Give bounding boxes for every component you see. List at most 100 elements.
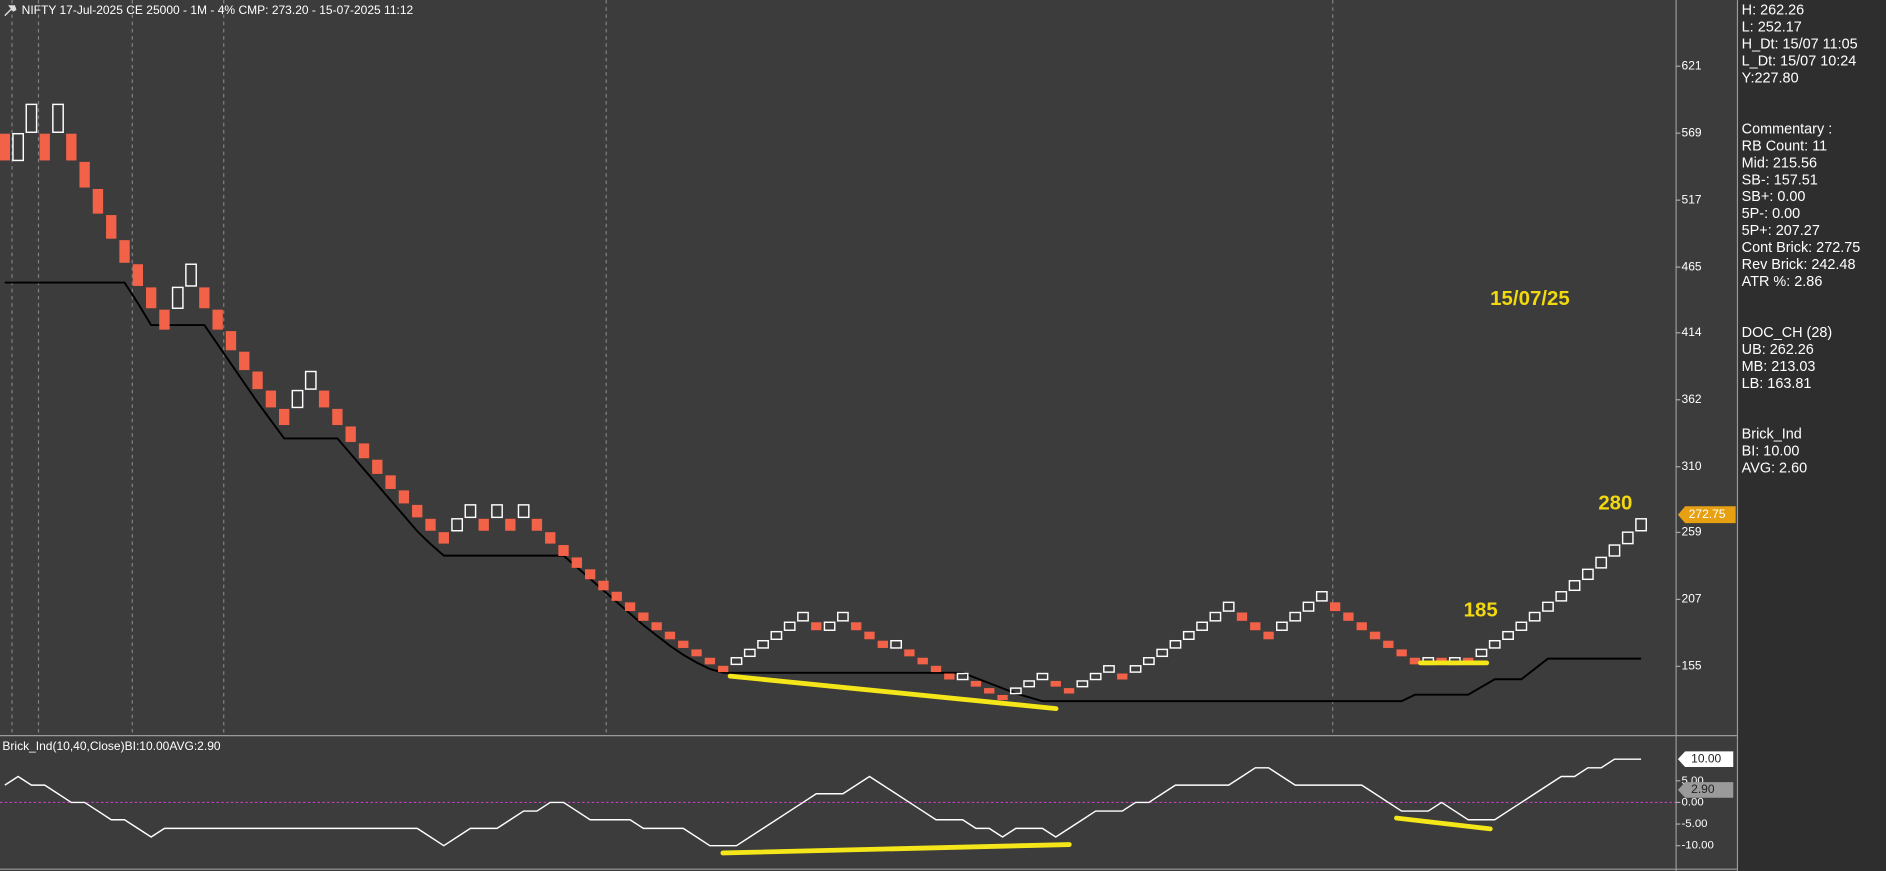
up-brick (1156, 648, 1169, 658)
down-brick (106, 215, 117, 239)
down-brick (332, 408, 343, 426)
down-brick (358, 443, 370, 459)
up-brick (1103, 665, 1115, 673)
down-brick (571, 557, 583, 568)
down-brick (1050, 680, 1061, 687)
up-brick (1475, 648, 1488, 658)
info-line: LB: 163.81 (1742, 376, 1812, 392)
plot-layer: 155 207 259 310 362 414 465 517 569 621 272.75 15/0… (0, 58, 1736, 852)
down-brick (930, 665, 942, 673)
up-brick (956, 672, 969, 681)
info-panel-bg (1736, 0, 1886, 871)
down-brick (531, 518, 543, 531)
up-brick (1581, 568, 1594, 581)
info-line: Mid: 215.56 (1742, 155, 1817, 171)
down-brick (425, 518, 436, 531)
up-brick (1635, 518, 1647, 532)
up-brick (1009, 687, 1022, 695)
info-line: AVG: 2.60 (1742, 461, 1807, 477)
up-brick (1502, 630, 1514, 640)
down-brick (1236, 612, 1248, 621)
settings-icon[interactable] (4, 5, 17, 17)
down-brick (478, 518, 489, 531)
down-brick (811, 622, 822, 631)
down-brick (651, 622, 662, 631)
down-brick (0, 133, 10, 161)
up-brick (743, 648, 756, 658)
down-brick (79, 161, 90, 188)
down-brick (438, 532, 449, 544)
up-brick (837, 611, 849, 622)
up-brick (1076, 680, 1089, 688)
up-brick (52, 103, 64, 133)
y-tick-label: 362 (1682, 392, 1702, 406)
up-brick (783, 621, 796, 631)
down-brick (1409, 657, 1421, 665)
info-line: L_Dt: 15/07 10:24 (1742, 54, 1857, 70)
down-brick (412, 504, 423, 518)
down-brick (611, 591, 622, 601)
up-brick (1222, 601, 1235, 612)
down-brick (664, 631, 676, 640)
down-brick (1369, 631, 1381, 640)
up-brick (1289, 611, 1302, 622)
down-brick (970, 680, 982, 687)
down-brick (944, 673, 955, 680)
up-brick (1515, 621, 1528, 631)
up-brick (823, 621, 836, 631)
down-brick (984, 688, 995, 694)
down-brick (372, 459, 383, 474)
indicator-line (4, 758, 1642, 847)
down-brick (239, 351, 250, 371)
down-brick (318, 390, 330, 408)
info-line: DOC_CH (28) (1742, 325, 1833, 341)
up-brick (1169, 639, 1182, 649)
down-brick (917, 657, 928, 665)
down-brick (279, 408, 290, 426)
down-brick (92, 189, 104, 214)
info-line: Cont Brick: 272.75 (1742, 240, 1861, 256)
down-brick (39, 133, 50, 161)
down-brick (1263, 631, 1274, 640)
down-brick (1383, 640, 1394, 648)
up-brick (304, 370, 317, 390)
y-tick-label: -10.00 (1682, 840, 1714, 852)
value-tag-label: 10.00 (1691, 751, 1721, 765)
down-brick (704, 657, 716, 665)
last-price-tag (1677, 506, 1736, 524)
down-brick (1063, 688, 1075, 694)
down-brick (159, 309, 170, 330)
trendlines (720, 660, 1493, 856)
up-brick (1182, 630, 1195, 640)
up-brick (890, 639, 903, 649)
down-brick (624, 602, 636, 612)
info-line: Commentary : (1742, 121, 1833, 137)
down-brick (864, 631, 875, 640)
up-brick (1315, 591, 1328, 602)
down-brick (385, 475, 396, 489)
y-tick-label: -5.00 (1682, 818, 1708, 830)
up-brick (1129, 665, 1142, 673)
annotation: 15/07/25 (1490, 287, 1570, 310)
up-brick (797, 611, 809, 622)
trendline (720, 842, 1072, 856)
up-brick (1568, 580, 1581, 592)
up-brick (757, 639, 769, 649)
up-brick (1023, 680, 1036, 688)
info-line: RB Count: 11 (1742, 138, 1828, 154)
down-brick (119, 240, 130, 263)
down-brick (265, 390, 277, 408)
down-brick (1117, 673, 1128, 680)
up-brick (1528, 611, 1541, 622)
up-brick (1555, 591, 1568, 602)
up-brick (185, 263, 197, 287)
info-line: 5P-: 0.00 (1742, 206, 1801, 222)
up-brick (1608, 544, 1621, 557)
down-brick (1356, 622, 1367, 631)
down-brick (1343, 612, 1354, 621)
down-brick (199, 287, 210, 309)
value-tag (1677, 751, 1734, 768)
